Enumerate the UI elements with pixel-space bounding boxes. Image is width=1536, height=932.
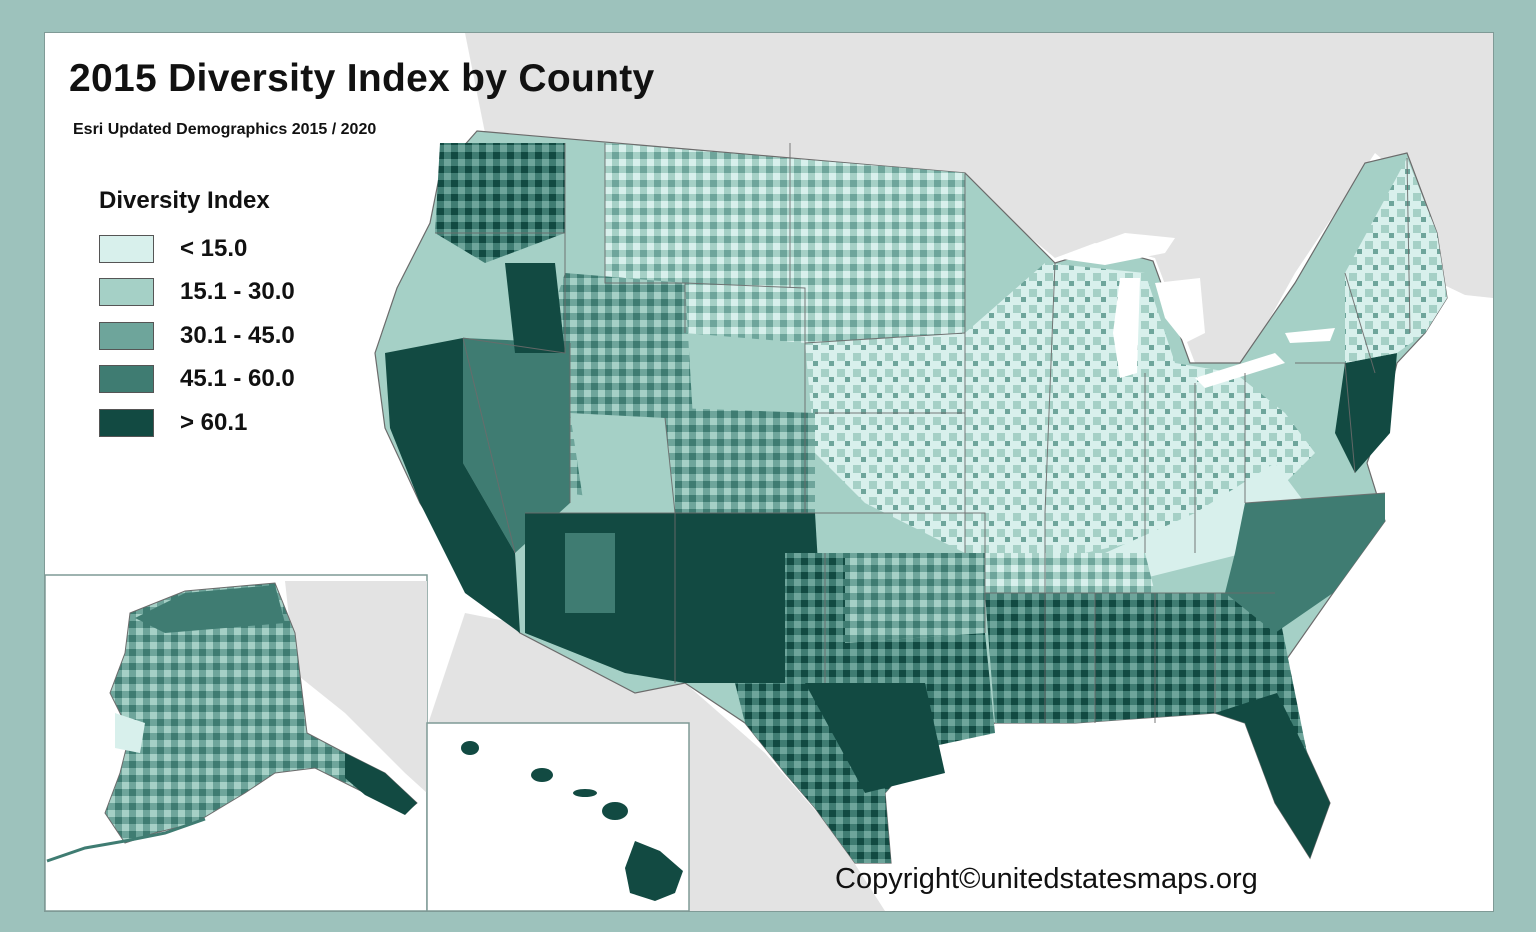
map-title: 2015 Diversity Index by County <box>69 57 655 100</box>
legend-item: 45.1 - 60.0 <box>99 358 295 402</box>
oklahoma-region <box>825 553 985 643</box>
california-region <box>385 338 520 633</box>
lake-ontario <box>1285 328 1335 343</box>
hawaii-big-island <box>625 841 683 901</box>
florida-region <box>1215 693 1330 858</box>
legend-swatch <box>99 321 154 350</box>
hawaii-maui <box>602 802 628 820</box>
state-boundaries <box>435 143 1411 723</box>
legend-label: 45.1 - 60.0 <box>180 365 295 393</box>
hawaii-oahu <box>531 768 553 782</box>
canada-inset-land <box>285 581 427 793</box>
texas-south-dark <box>805 683 945 793</box>
idaho-dark <box>505 263 565 353</box>
legend-item: > 60.1 <box>99 401 295 445</box>
legend-label: < 15.0 <box>180 234 248 262</box>
legend-swatch <box>99 278 154 307</box>
legend-swatch <box>99 408 154 437</box>
lake-huron <box>1155 278 1205 343</box>
hawaii-inset <box>426 722 690 911</box>
plains-region <box>605 143 965 343</box>
utah-region <box>570 413 675 513</box>
aleutian-chain <box>46 817 206 863</box>
alaska-west-light <box>115 713 145 753</box>
legend-item: < 15.0 <box>99 227 295 271</box>
legend-label: 30.1 - 45.0 <box>180 321 295 349</box>
new-england-region <box>1345 158 1447 363</box>
legend-item: 30.1 - 45.0 <box>99 314 295 358</box>
legend-label: > 60.1 <box>180 408 248 436</box>
appalachia-region <box>1105 463 1305 578</box>
hawaii-kauai <box>461 741 479 755</box>
map-subtitle: Esri Updated Demographics 2015 / 2020 <box>73 121 377 138</box>
deep-south-region <box>985 593 1307 803</box>
alaska-north-dark <box>135 585 285 633</box>
copyright-text: Copyright©unitedstatesmaps.org <box>835 863 1258 895</box>
hawaii-molokai <box>573 789 597 797</box>
lake-erie <box>1195 353 1285 388</box>
legend-swatch <box>99 234 154 263</box>
arizona-mid <box>565 533 615 613</box>
southeast-coast <box>1225 493 1385 633</box>
legend-label: 15.1 - 30.0 <box>180 278 295 306</box>
lake-michigan <box>1113 278 1140 378</box>
alaska-inset <box>45 574 428 911</box>
mid-south-region <box>985 553 1155 593</box>
diversity-map <box>45 33 1493 911</box>
map-frame: 2015 Diversity Index by County Esri Upda… <box>44 32 1494 912</box>
alaska-panhandle <box>345 753 417 815</box>
colorado-region <box>675 408 815 513</box>
northeast-corridor <box>1335 353 1397 473</box>
alaska-shape <box>104 582 418 844</box>
lake-superior <box>1055 233 1175 265</box>
nevada-region <box>463 338 570 553</box>
canada-land <box>405 33 1493 363</box>
legend: Diversity Index < 15.0 15.1 - 30.0 30.1 … <box>99 187 295 445</box>
legend-title: Diversity Index <box>99 187 270 214</box>
legend-item: 15.1 - 30.0 <box>99 271 295 315</box>
legend-swatch <box>99 365 154 394</box>
